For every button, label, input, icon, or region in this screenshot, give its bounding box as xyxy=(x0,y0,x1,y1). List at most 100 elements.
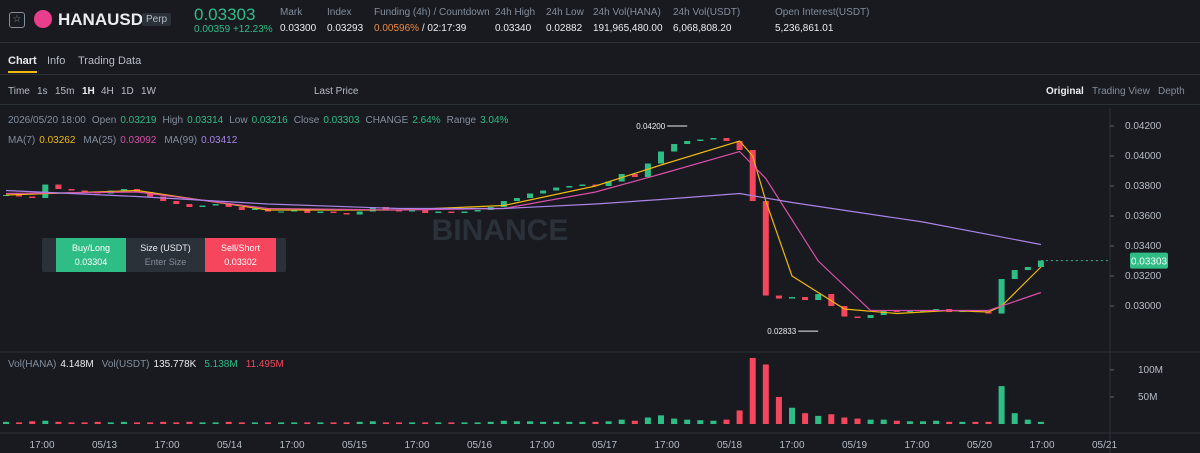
candle xyxy=(802,297,809,301)
candle xyxy=(710,138,717,140)
x-tick-label: 05/15 xyxy=(342,440,367,451)
buy-button[interactable]: Buy/Long 0.03304 xyxy=(56,238,126,272)
volume-bar xyxy=(382,422,389,424)
x-tick-label: 05/18 xyxy=(717,440,742,451)
candle xyxy=(579,184,586,187)
volume-bar xyxy=(160,421,167,424)
stat-value: 0.00596% / 02:17:39 xyxy=(374,23,466,34)
interval[interactable]: 1s xyxy=(37,86,48,97)
stat-value: 6,068,808.20 xyxy=(673,23,731,34)
stat-label: 24h Vol(USDT) xyxy=(673,7,741,18)
stat-value: 191,965,480.00 xyxy=(593,23,663,34)
size-input[interactable]: Size (USDT) Enter Size xyxy=(126,238,205,272)
price-type[interactable]: Last Price xyxy=(314,86,359,97)
view-option[interactable]: Depth xyxy=(1158,86,1185,97)
volume-bar xyxy=(500,420,507,424)
candle xyxy=(343,213,350,215)
candle xyxy=(251,208,258,211)
volume-bar xyxy=(697,420,704,424)
vol-y-tick-label: 100M xyxy=(1138,365,1163,376)
volume-bar xyxy=(841,417,848,424)
tab[interactable]: Chart xyxy=(8,55,37,73)
volume-bar xyxy=(265,422,271,424)
ohlc-label: CHANGE xyxy=(365,115,409,126)
x-tick-label: 05/17 xyxy=(592,440,617,451)
candle xyxy=(435,211,442,214)
x-tick-label: 17:00 xyxy=(29,440,54,451)
ma-value: 0.03092 xyxy=(120,135,157,146)
volume-bar xyxy=(579,421,586,424)
tab[interactable]: Trading Data xyxy=(78,55,142,67)
vol-value: 135.778K xyxy=(153,359,197,370)
volume-bar xyxy=(933,420,940,424)
candle xyxy=(1011,270,1018,280)
x-tick-label: 17:00 xyxy=(779,440,804,451)
change-pct: +12.23% xyxy=(232,24,273,35)
stat-label: Mark xyxy=(280,7,303,18)
volume-bar xyxy=(186,421,193,424)
stat-value-text: 0.03293 xyxy=(327,23,364,34)
annotation-label: 0.02833 xyxy=(767,327,796,336)
stat-value-text: 6,068,808.20 xyxy=(673,23,732,34)
volume-bar xyxy=(920,421,926,424)
tab[interactable]: Info xyxy=(47,55,66,67)
vol-value: 4.148M xyxy=(60,359,94,370)
volume-bar xyxy=(94,421,101,424)
x-tick-label: 05/13 xyxy=(92,440,117,451)
favorite-star[interactable]: ☆ xyxy=(9,12,25,28)
stat-label: Index xyxy=(327,7,352,18)
stat-value-text: 0.03300 xyxy=(280,23,317,34)
candle xyxy=(120,189,127,191)
interval[interactable]: Time xyxy=(8,86,30,97)
volume-bar xyxy=(972,421,979,424)
interval[interactable]: 1D xyxy=(121,86,134,97)
volume-bar xyxy=(658,415,664,424)
volume-bar xyxy=(985,421,992,424)
candle xyxy=(658,151,664,164)
stat-value-text: 191,965,480.00 xyxy=(593,23,663,34)
candle xyxy=(684,141,691,145)
volume-bar xyxy=(684,419,691,424)
header-bar: ☆ HANAUSDT Perp 0.03303 0.00359 +12.23% … xyxy=(0,0,1200,43)
volume-bar xyxy=(251,422,258,424)
interval[interactable]: 15m xyxy=(55,86,75,97)
sell-button[interactable]: Sell/Short 0.03302 xyxy=(205,238,276,272)
ohlc-value: 2.64% xyxy=(412,115,441,126)
candle xyxy=(513,198,520,202)
sell-price: 0.03302 xyxy=(224,257,257,267)
ohlc-value: 0.03219 xyxy=(120,115,157,126)
volume-bar xyxy=(959,421,966,424)
candle xyxy=(448,211,455,214)
view-option[interactable]: Original xyxy=(1046,86,1084,97)
ma-legend: MA(7) 0.03262 MA(25) 0.03092 MA(99) 0.03412 xyxy=(8,135,245,146)
volume-bar xyxy=(723,419,730,424)
y-tick-label: 0.03600 xyxy=(1125,211,1162,222)
volume-bar xyxy=(527,421,533,424)
buy-price: 0.03304 xyxy=(74,257,108,267)
sell-label: Sell/Short xyxy=(220,243,261,253)
interval[interactable]: 1W xyxy=(141,86,156,97)
stat-value: 0.03340 xyxy=(495,23,531,34)
coin-logo xyxy=(34,10,52,28)
candle xyxy=(422,208,429,214)
y-tick-label: 0.03400 xyxy=(1125,241,1162,252)
candle xyxy=(540,190,547,194)
candle xyxy=(762,201,769,296)
stat-label: Open Interest(USDT) xyxy=(775,7,870,18)
stat-value: 0.02882 xyxy=(546,23,582,34)
ohlc-value: 3.04% xyxy=(480,115,509,126)
candle xyxy=(304,210,311,214)
interval[interactable]: 4H xyxy=(101,86,114,97)
perp-badge: Perp xyxy=(142,13,172,26)
stat-label: Funding (4h) / Countdown xyxy=(374,7,490,18)
volume-bar xyxy=(369,421,376,424)
volume-bar xyxy=(1024,419,1031,424)
x-tick-label: 05/16 xyxy=(467,440,492,451)
interval[interactable]: 1H xyxy=(82,86,95,97)
candle xyxy=(998,279,1005,314)
symbol[interactable]: HANAUSDT xyxy=(58,10,154,29)
volume-bar xyxy=(225,421,232,424)
candle xyxy=(736,141,743,151)
view-option[interactable]: Trading View xyxy=(1092,86,1150,97)
volume-bar xyxy=(631,420,638,424)
